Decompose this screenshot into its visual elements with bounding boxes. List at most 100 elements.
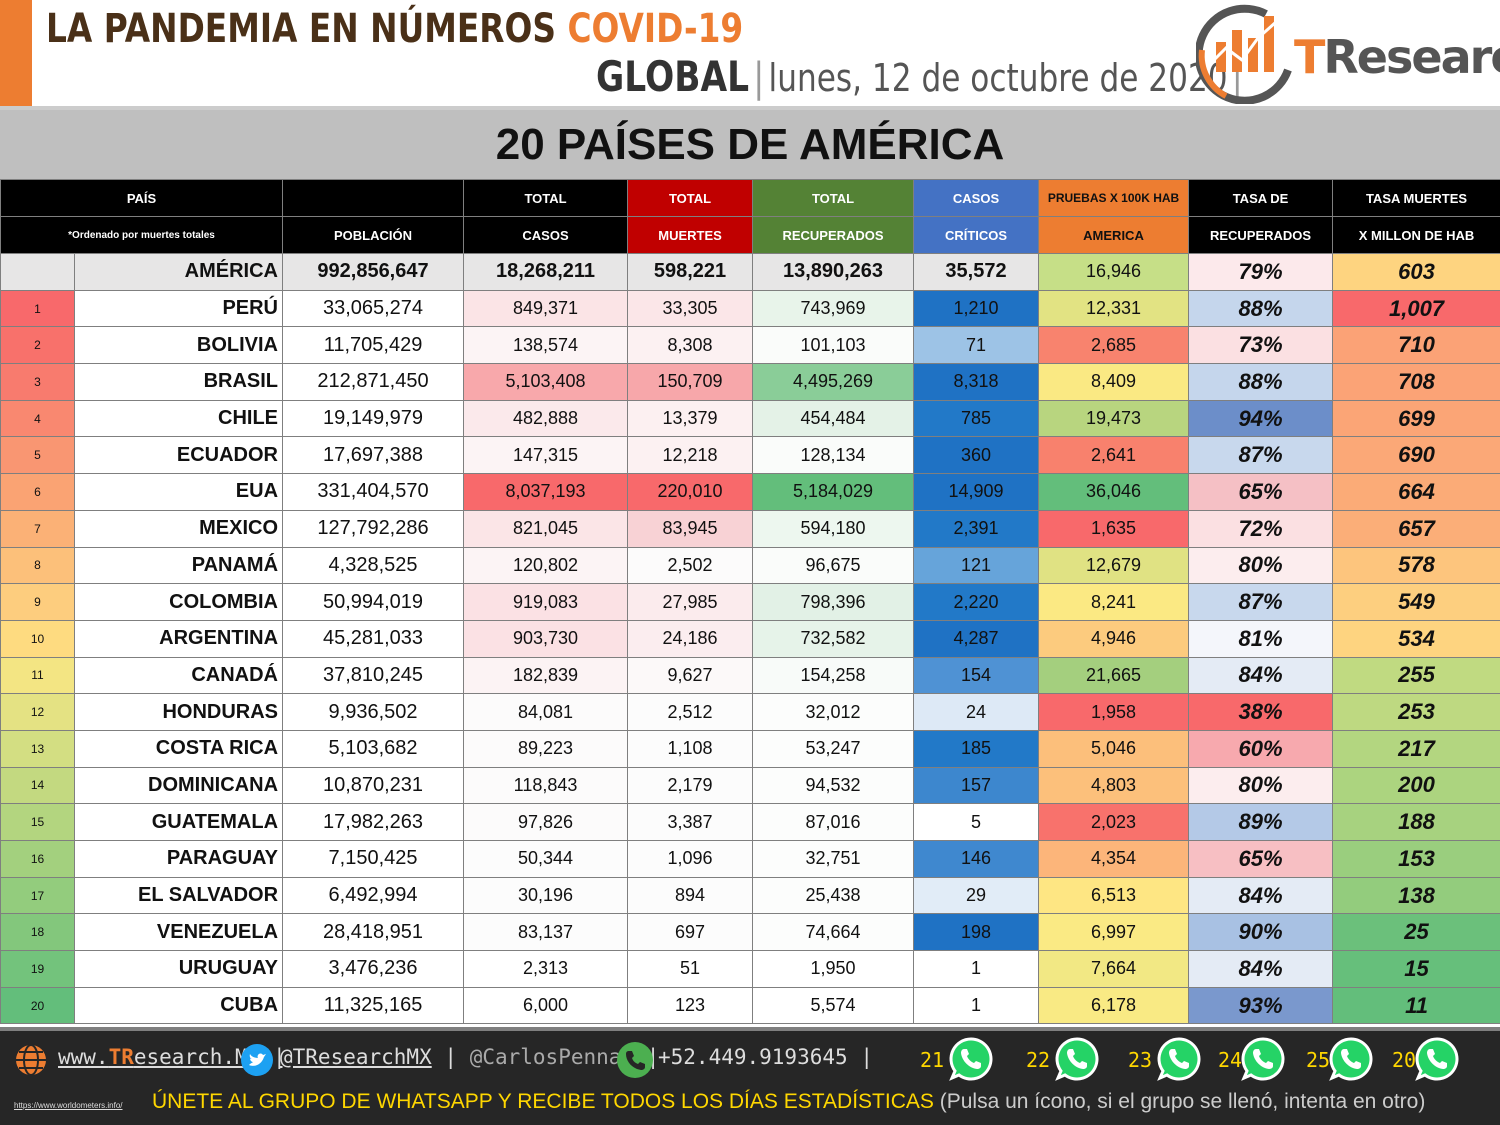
criticos-cell: 29 <box>913 876 1040 915</box>
muertes-cell: 2,502 <box>627 546 754 585</box>
tasa-cell: 38% <box>1188 693 1334 731</box>
phone-icon[interactable] <box>616 1041 654 1079</box>
rank-cell: 17 <box>0 876 75 915</box>
total-row: AMÉRICA 992,856,647 18,268,211 598,221 1… <box>0 253 1500 291</box>
twitter-handle[interactable]: @TResearchMX <box>280 1045 432 1069</box>
poblacion-cell: 4,328,525 <box>282 546 465 585</box>
header-row-1: PAÍS TOTAL TOTAL TOTAL CASOS PRUEBAS X 1… <box>0 179 1500 217</box>
tasa-cell: 65% <box>1188 840 1334 878</box>
mortalidad-cell: 217 <box>1332 729 1500 768</box>
logo-rest: Research <box>1323 30 1500 84</box>
muertes-cell: 123 <box>627 986 754 1025</box>
scope-label: GLOBAL <box>596 52 750 101</box>
total-mortalidad: 603 <box>1332 253 1500 291</box>
pruebas-cell: 4,946 <box>1038 619 1190 658</box>
rank-cell: 3 <box>0 363 75 401</box>
col-header-casos-criticos: CASOS <box>913 179 1040 217</box>
casos-cell: 83,137 <box>463 913 629 952</box>
header: LA PANDEMIA EN NÚMEROS COVID-19 GLOBAL |… <box>0 0 1500 108</box>
pruebas-cell: 12,331 <box>1038 289 1190 328</box>
whatsapp-icon[interactable] <box>1054 1036 1100 1082</box>
country-cell: ARGENTINA <box>73 619 284 658</box>
rank-cell: 7 <box>0 509 75 548</box>
recuperados-cell: 32,012 <box>752 693 915 731</box>
recuperados-cell: 25,438 <box>752 876 915 915</box>
pruebas-cell: 12,679 <box>1038 546 1190 585</box>
country-cell: DOMINICANA <box>73 766 284 805</box>
sort-note: *Ordenado por muertes totales <box>0 216 284 254</box>
criticos-cell: 8,318 <box>913 363 1040 401</box>
rank-cell: 19 <box>0 950 75 988</box>
pipe: | <box>272 1045 286 1069</box>
tasa-cell: 80% <box>1188 546 1334 585</box>
website-link[interactable]: www.TResearch.Mx <box>58 1045 260 1069</box>
subtitle: GLOBAL | lunes, 12 de octubre de 2020 | <box>596 52 1243 101</box>
poblacion-cell: 7,150,425 <box>282 840 465 878</box>
whatsapp-icon[interactable] <box>1240 1036 1286 1082</box>
total-rank <box>0 253 75 291</box>
casos-cell: 84,081 <box>463 693 629 731</box>
whatsapp-icon[interactable] <box>1414 1036 1460 1082</box>
pruebas-cell: 36,046 <box>1038 473 1190 511</box>
whatsapp-icon[interactable] <box>1328 1036 1374 1082</box>
criticos-cell: 154 <box>913 656 1040 695</box>
recuperados-cell: 743,969 <box>752 289 915 328</box>
table-row: 2 BOLIVIA 11,705,429 138,574 8,308 101,103 71 2… <box>0 326 1500 365</box>
tasa-cell: 81% <box>1188 619 1334 658</box>
total-recuperados: 13,890,263 <box>752 253 915 291</box>
rank-cell: 8 <box>0 546 75 585</box>
phone-number[interactable]: +52.449.9193645 <box>658 1045 848 1069</box>
criticos-cell: 121 <box>913 546 1040 585</box>
tasa-cell: 84% <box>1188 656 1334 695</box>
footer-phone: +52.449.9193645 | <box>658 1045 873 1069</box>
group-number-20: 20 <box>1392 1048 1417 1072</box>
muertes-cell: 12,218 <box>627 436 754 475</box>
muertes-cell: 51 <box>627 950 754 988</box>
recuperados-cell: 154,258 <box>752 656 915 695</box>
recuperados-cell: 798,396 <box>752 583 915 621</box>
poblacion-cell: 17,982,263 <box>282 803 465 841</box>
country-cell: PARAGUAY <box>73 840 284 878</box>
rank-cell: 4 <box>0 399 75 438</box>
rank-cell: 18 <box>0 913 75 952</box>
twitter-handle-2[interactable]: @CarlosPennaC <box>469 1045 635 1069</box>
total-label: AMÉRICA <box>73 253 284 291</box>
twitter-icon[interactable] <box>240 1043 274 1077</box>
pruebas-cell: 1,635 <box>1038 509 1190 548</box>
whatsapp-icon[interactable] <box>1156 1036 1202 1082</box>
pruebas-cell: 21,665 <box>1038 656 1190 695</box>
muertes-cell: 3,387 <box>627 803 754 841</box>
cta-note: (Pulsa un ícono, si el grupo se llenó, i… <box>939 1090 1426 1113</box>
rank-cell: 16 <box>0 840 75 878</box>
globe-icon[interactable] <box>14 1043 48 1077</box>
muertes-cell: 697 <box>627 913 754 952</box>
mortalidad-cell: 1,007 <box>1332 289 1500 328</box>
col-header-poblacion: POBLACIÓN <box>282 216 465 254</box>
total-pruebas: 16,946 <box>1038 253 1190 291</box>
pruebas-cell: 6,178 <box>1038 986 1190 1025</box>
criticos-cell: 360 <box>913 436 1040 475</box>
mortalidad-cell: 188 <box>1332 803 1500 841</box>
recuperados-cell: 5,184,029 <box>752 473 915 511</box>
table-row: 17 EL SALVADOR 6,492,994 30,196 894 25,438 29 6… <box>0 876 1500 915</box>
casos-cell: 50,344 <box>463 840 629 878</box>
total-criticos: 35,572 <box>913 253 1040 291</box>
table-row: 10 ARGENTINA 45,281,033 903,730 24,186 732,58… <box>0 619 1500 658</box>
mortalidad-cell: 138 <box>1332 876 1500 915</box>
recuperados-cell: 732,582 <box>752 619 915 658</box>
footer-social: @TResearchMX | @CarlosPennaC | <box>280 1045 659 1069</box>
country-cell: BOLIVIA <box>73 326 284 365</box>
header-row-2: *Ordenado por muertes totales POBLACIÓN … <box>0 216 1500 254</box>
casos-cell: 849,371 <box>463 289 629 328</box>
web-accent: TR <box>108 1045 134 1069</box>
whatsapp-icon[interactable] <box>948 1036 994 1082</box>
criticos-cell: 785 <box>913 399 1040 438</box>
table-row: 19 URUGUAY 3,476,236 2,313 51 1,950 1 7,664 84% 1… <box>0 950 1500 988</box>
mortalidad-cell: 25 <box>1332 913 1500 952</box>
cta-main: ÚNETE AL GRUPO DE WHATSAPP Y RECIBE TODO… <box>152 1090 934 1113</box>
criticos-cell: 24 <box>913 693 1040 731</box>
source-link[interactable]: https://www.worldometers.info/ <box>14 1101 123 1110</box>
casos-cell: 182,839 <box>463 656 629 695</box>
criticos-cell: 1 <box>913 986 1040 1025</box>
mortalidad-cell: 699 <box>1332 399 1500 438</box>
